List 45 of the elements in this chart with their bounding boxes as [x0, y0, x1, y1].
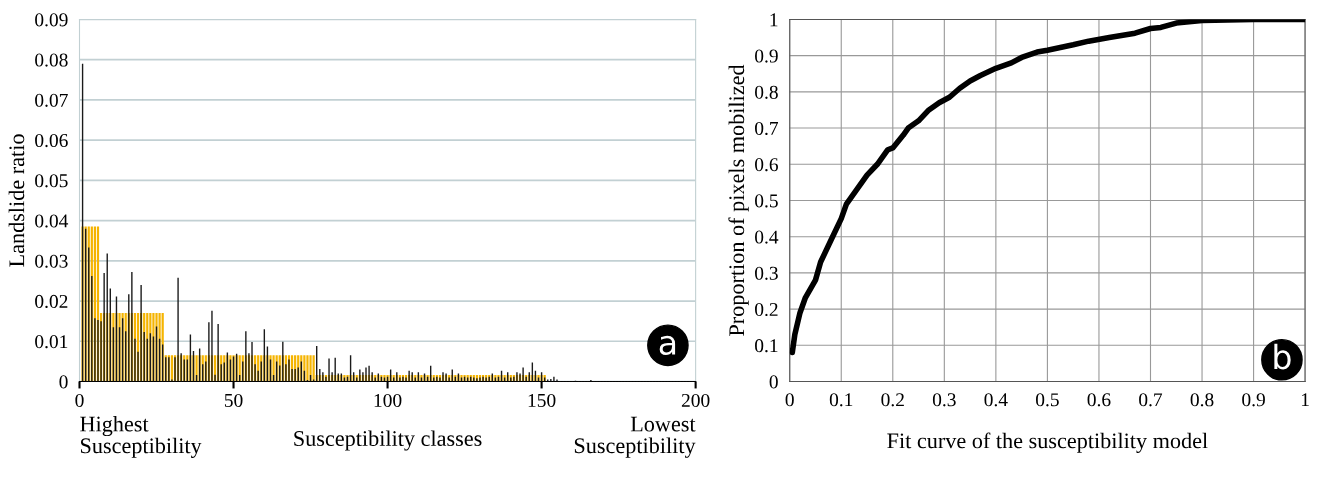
y-axis-title: Proportion of pixels mobilized: [728, 64, 749, 336]
y-tick-label: 0.1: [755, 339, 778, 353]
y-tick-label: 0: [769, 375, 778, 389]
x-tick-label: 0.5: [1036, 393, 1059, 407]
y-tick-label: 0.7: [755, 121, 779, 136]
x-tick-label: 0.6: [1087, 393, 1111, 407]
x-axis-title: Susceptibility classes: [294, 430, 482, 451]
x-tick-label: 100: [374, 393, 402, 407]
y-tick-label: 0.08: [35, 53, 68, 67]
x-tick-label: 0.8: [1190, 393, 1214, 407]
x-tick-label: 0.4: [984, 393, 1008, 407]
y-tick-label: 0.4: [755, 230, 779, 244]
x-tick-label: 1: [1301, 393, 1309, 407]
y-tick-label: 0: [59, 375, 68, 389]
y-tick-label: 0.09: [35, 13, 68, 27]
x-tick-label: 0.3: [932, 393, 956, 407]
y-tick-label: 0.05: [35, 174, 68, 188]
y-tick-label: 0.06: [35, 133, 68, 148]
x-tick-label: 50: [224, 393, 243, 407]
y-tick-label: 0.02: [35, 294, 68, 309]
y-tick-label: 0.04: [35, 214, 69, 228]
y-tick-label: 0.5: [755, 194, 778, 208]
annotation: b: [1274, 343, 1291, 370]
annotation: a: [659, 335, 676, 355]
x-tick-label: 0: [785, 393, 794, 407]
x-tick-label: 0.1: [829, 393, 853, 407]
y-tick-label: 0.07: [35, 93, 68, 107]
x-tick-label: 200: [681, 393, 710, 407]
text: Highest Susceptibility: [80, 415, 202, 458]
y-tick-label: 0.9: [755, 49, 778, 63]
x-tick-label: 0.9: [1242, 393, 1265, 407]
x-tick-label: 0.2: [881, 393, 904, 407]
y-tick-label: 0.3: [755, 266, 778, 280]
x-tick-label: 150: [528, 393, 556, 407]
y-axis-title: Landslide ratio: [8, 134, 25, 267]
y-tick-label: 1: [770, 13, 778, 27]
y-tick-label: 0.01: [35, 335, 68, 349]
x-axis-title: Fit curve of the susceptibility model: [887, 432, 1208, 453]
x-tick-label: 0: [75, 393, 84, 407]
y-tick-label: 0.8: [755, 85, 778, 99]
y-tick-label: 0.6: [755, 158, 779, 172]
y-tick-label: 0.2: [755, 302, 778, 317]
y-tick-label: 0.03: [35, 254, 68, 268]
x-tick-label: 0.7: [1139, 393, 1163, 407]
text: Lowest Susceptibility: [574, 416, 696, 458]
